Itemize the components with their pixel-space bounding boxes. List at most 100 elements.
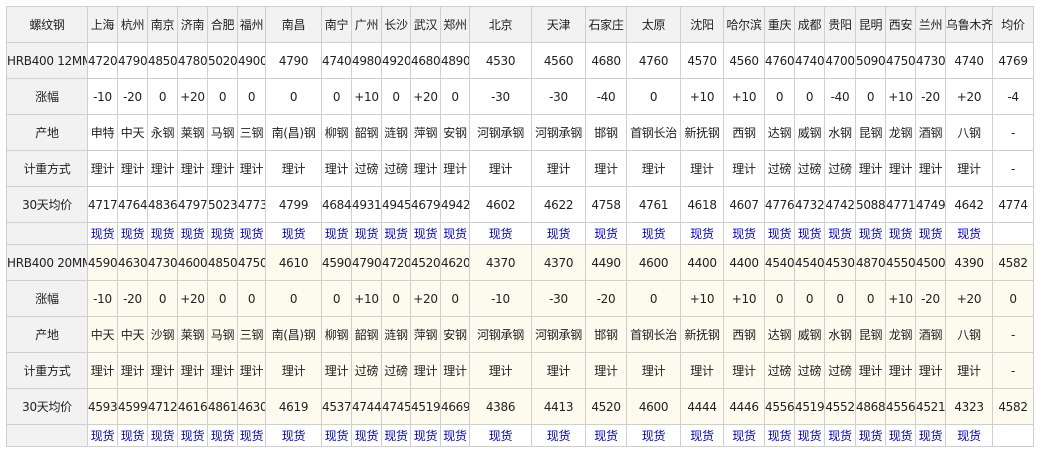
weighing-cell: 理计 bbox=[177, 352, 208, 389]
change-cell: +10 bbox=[885, 78, 916, 115]
weighing-cell: 过磅 bbox=[764, 352, 795, 389]
spot-link[interactable]: 现货 bbox=[120, 429, 145, 443]
weighing-cell: 过磅 bbox=[351, 352, 382, 389]
spot-link[interactable]: 现货 bbox=[732, 429, 756, 443]
origin-cell: - bbox=[992, 114, 1034, 151]
city-header: 合肥 bbox=[207, 6, 238, 43]
spot-link[interactable]: 现货 bbox=[413, 429, 438, 443]
change-cell: -40 bbox=[585, 78, 627, 115]
spot-link[interactable]: 现货 bbox=[354, 227, 379, 241]
spot-link[interactable]: 现货 bbox=[957, 227, 981, 241]
spot-link-cell: 现货 bbox=[531, 424, 586, 447]
weighing-cell: 理计 bbox=[177, 150, 208, 187]
spot-link[interactable]: 现货 bbox=[690, 429, 714, 443]
spot-link-cell: 现货 bbox=[723, 424, 765, 447]
spot-link[interactable]: 现货 bbox=[957, 429, 981, 443]
spot-link[interactable]: 现货 bbox=[354, 429, 379, 443]
spot-link[interactable]: 现货 bbox=[888, 227, 913, 241]
spot-link[interactable]: 现货 bbox=[918, 227, 943, 241]
row-label: 产地 bbox=[6, 114, 88, 151]
change-cell: +20 bbox=[177, 78, 208, 115]
weighing-cell: 理计 bbox=[469, 150, 532, 187]
weighing-cell: 理计 bbox=[321, 150, 352, 187]
spot-link[interactable]: 现货 bbox=[858, 227, 883, 241]
product-header: 螺纹钢 bbox=[6, 6, 88, 43]
price-cell: 5090 bbox=[855, 42, 886, 79]
spot-link[interactable]: 现货 bbox=[443, 227, 467, 241]
spot-link[interactable]: 现货 bbox=[210, 227, 235, 241]
spot-link-cell: 现货 bbox=[87, 424, 118, 447]
spot-link-cell: 现货 bbox=[794, 222, 825, 245]
spot-link[interactable]: 现货 bbox=[797, 429, 822, 443]
spot-link[interactable]: 现货 bbox=[546, 429, 571, 443]
weighing-cell: 过磅 bbox=[824, 352, 856, 389]
spot-link[interactable]: 现货 bbox=[641, 227, 666, 241]
spot-link[interactable]: 现货 bbox=[690, 227, 714, 241]
spot-link[interactable]: 现货 bbox=[594, 227, 618, 241]
origin-cell: 酒钢 bbox=[915, 114, 946, 151]
spot-link[interactable]: 现货 bbox=[324, 429, 349, 443]
avg30-cell: 4616 bbox=[177, 388, 208, 425]
change-cell: -20 bbox=[915, 280, 946, 317]
spot-link[interactable]: 现货 bbox=[797, 227, 822, 241]
weighing-cell: 理计 bbox=[723, 352, 765, 389]
spot-link[interactable]: 现货 bbox=[443, 429, 467, 443]
origin-cell: 萍钢 bbox=[410, 316, 441, 353]
origin-cell: 龙钢 bbox=[885, 316, 916, 353]
price-cell: 4740 bbox=[321, 42, 352, 79]
spot-link[interactable]: 现货 bbox=[858, 429, 883, 443]
city-header: 乌鲁木齐 bbox=[945, 6, 993, 43]
spot-link[interactable]: 现货 bbox=[324, 227, 349, 241]
spot-link[interactable]: 现货 bbox=[210, 429, 235, 443]
price-cell: 4540 bbox=[764, 244, 795, 281]
origin-cell: 西钢 bbox=[723, 114, 765, 151]
spot-link[interactable]: 现货 bbox=[767, 227, 792, 241]
spot-link[interactable]: 现货 bbox=[281, 227, 306, 241]
spot-link[interactable]: 现货 bbox=[828, 227, 852, 241]
spot-link[interactable]: 现货 bbox=[594, 429, 618, 443]
spot-link[interactable]: 现货 bbox=[239, 429, 264, 443]
spot-link[interactable]: 现货 bbox=[180, 227, 205, 241]
price-cell: 4720 bbox=[87, 42, 118, 79]
avg30-cell: 4836 bbox=[147, 186, 178, 223]
avg30-cell: 4749 bbox=[915, 186, 946, 223]
price-cell: 4790 bbox=[351, 244, 382, 281]
avg30-cell: 4444 bbox=[680, 388, 724, 425]
spot-link[interactable]: 现货 bbox=[888, 429, 913, 443]
spot-link[interactable]: 现货 bbox=[413, 227, 438, 241]
origin-cell: 南(昌)钢 bbox=[265, 114, 322, 151]
spot-link[interactable]: 现货 bbox=[120, 227, 145, 241]
spot-link[interactable]: 现货 bbox=[281, 429, 306, 443]
city-header: 昆明 bbox=[855, 6, 886, 43]
origin-cell: 邯钢 bbox=[585, 114, 627, 151]
spot-link[interactable]: 现货 bbox=[767, 429, 792, 443]
avg30-cell: 4520 bbox=[585, 388, 627, 425]
spot-link[interactable]: 现货 bbox=[488, 429, 513, 443]
spot-link[interactable]: 现货 bbox=[150, 429, 175, 443]
spot-link[interactable]: 现货 bbox=[150, 227, 175, 241]
spot-link[interactable]: 现货 bbox=[918, 429, 943, 443]
spot-link[interactable]: 现货 bbox=[90, 429, 115, 443]
avg30-cell: 4582 bbox=[992, 388, 1034, 425]
spot-link[interactable]: 现货 bbox=[239, 227, 264, 241]
spot-link[interactable]: 现货 bbox=[641, 429, 666, 443]
avg30-cell: 4799 bbox=[265, 186, 322, 223]
spot-link[interactable]: 现货 bbox=[488, 227, 513, 241]
row-label: 30天均价 bbox=[6, 388, 88, 425]
spot-link[interactable]: 现货 bbox=[90, 227, 115, 241]
spot-link[interactable]: 现货 bbox=[828, 429, 852, 443]
weighing-cell: 过磅 bbox=[381, 150, 411, 187]
origin-cell: 莱钢 bbox=[177, 316, 208, 353]
price-cell: 4760 bbox=[764, 42, 795, 79]
origin-cell: 莱钢 bbox=[177, 114, 208, 151]
city-header: 福州 bbox=[237, 6, 266, 43]
spot-link-cell: 现货 bbox=[680, 222, 724, 245]
spot-link[interactable]: 现货 bbox=[384, 227, 408, 241]
spot-link[interactable]: 现货 bbox=[384, 429, 408, 443]
spot-link[interactable]: 现货 bbox=[732, 227, 756, 241]
spot-link[interactable]: 现货 bbox=[546, 227, 571, 241]
spot-link-cell: 现货 bbox=[117, 424, 148, 447]
price-cell: 4780 bbox=[177, 42, 208, 79]
change-cell: 0 bbox=[764, 280, 795, 317]
spot-link[interactable]: 现货 bbox=[180, 429, 205, 443]
